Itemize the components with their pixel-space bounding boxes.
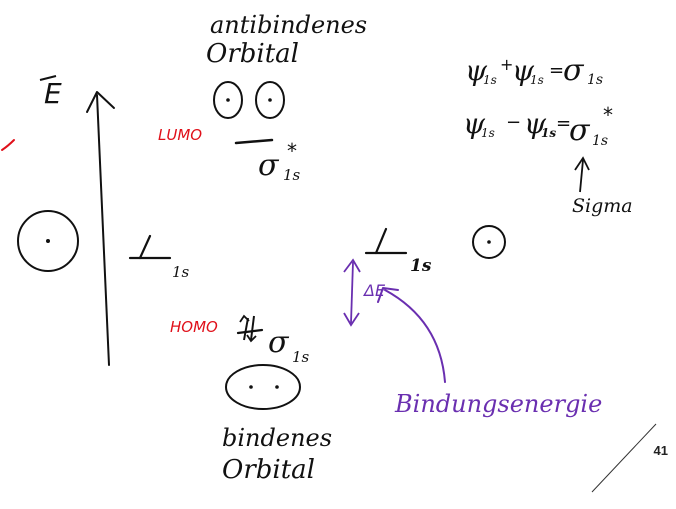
binding-energy-pointer (377, 287, 446, 383)
bonding-title-line1: bindenes (222, 424, 332, 452)
antibonding-orbital-lobes (213, 81, 285, 119)
sigma-symbol: σ (268, 325, 290, 360)
red-edge-scribble (1, 139, 15, 151)
eq2-equals: = (556, 113, 571, 134)
eq1-psi-b-sub: 1s (530, 73, 544, 87)
right-atom-orbital (472, 225, 506, 259)
right-1s-level: 1s (364, 227, 432, 276)
eq2-star: * (603, 103, 613, 127)
eq2-sigma: σ (569, 113, 591, 148)
slide-corner-line (591, 423, 657, 493)
eq1-plus: + (500, 55, 513, 74)
eq2-psi-a: ψ (463, 107, 486, 140)
eq2-sigma-sub: 1s (592, 133, 608, 149)
bonding-orbital (225, 364, 301, 410)
eq1-psi-a-sub: 1s (483, 73, 497, 87)
sigma-subscript: 1s (292, 348, 310, 366)
lumo-level-line (234, 138, 274, 145)
lumo-label: LUMO (158, 126, 202, 144)
eq1-psi-a: ψ (465, 54, 488, 87)
eq1-psi-b: ψ (512, 54, 535, 87)
eq2-psi-a-sub: 1s (481, 126, 495, 140)
left-1s-level: 1s (128, 234, 190, 281)
homo-label: HOMO (170, 318, 218, 336)
page-number: 41 (653, 443, 668, 458)
eq2-minus: − (506, 112, 521, 133)
eq1-sigma-sub: 1s (587, 72, 603, 88)
equation-bonding: ψ 1s + ψ 1s = σ 1s (465, 53, 603, 88)
delta-e-arrow (343, 258, 361, 327)
homo-electron-pair (236, 314, 264, 343)
sigma-star-symbol: σ (258, 148, 280, 183)
right-1s-label: 1s (410, 256, 432, 276)
sigma-star-asterisk: * (287, 139, 297, 163)
energy-axis: E (39, 75, 115, 366)
energy-axis-label: E (44, 77, 62, 110)
sigma-star-subscript: 1s (283, 166, 301, 184)
antibonding-title-line1: antibindenes (210, 11, 367, 39)
eq2-psi-b: ψ (524, 107, 547, 140)
equation-antibonding: ψ 1s − ψ 1s = σ 1s * (463, 103, 613, 149)
eq2-psi-b-sub: 1s (541, 126, 556, 140)
sigma-annotation (574, 156, 590, 193)
eq1-equals: = (549, 60, 564, 81)
antibonding-title-line2: Orbital (206, 39, 299, 69)
bonding-title-line2: Orbital (222, 455, 315, 485)
binding-energy-label: Bindungsenergie (394, 390, 602, 418)
left-1s-label: 1s (172, 263, 190, 281)
eq1-sigma: σ (563, 53, 585, 88)
sigma-note-label: Sigma (572, 195, 633, 217)
left-atom-orbital (17, 210, 79, 272)
